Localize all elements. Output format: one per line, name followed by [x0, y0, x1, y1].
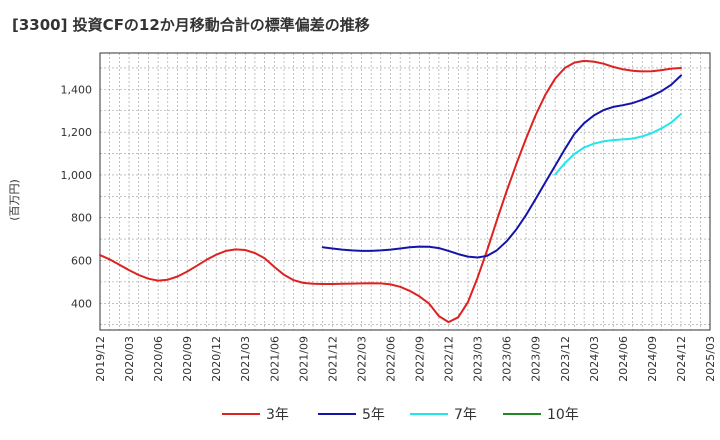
- y-tick-label: 1,200: [61, 126, 93, 139]
- series-layer: [99, 59, 682, 324]
- x-tick-label: 2021/09: [297, 336, 310, 382]
- y-axis-label: (百万円): [8, 179, 21, 221]
- y-tick-label: 800: [71, 212, 92, 225]
- x-tick-label: 2024/06: [617, 336, 630, 382]
- x-tick-label: 2022/06: [384, 336, 397, 382]
- x-tick-label: 2024/12: [675, 336, 688, 382]
- x-tick-label: 2024/09: [646, 336, 659, 382]
- x-tick-label: 2022/03: [355, 336, 368, 382]
- grid-layer: [100, 53, 710, 330]
- x-tick-label: 2023/03: [472, 336, 485, 382]
- x-tick-label: 2022/12: [443, 336, 456, 382]
- x-axis-ticks: 2019/12 2020/03 2020/06 2020/09 2020/12 2021/…: [94, 336, 717, 382]
- y-axis-ticks: 400 600 800 1,000 1,200 1,400: [61, 83, 93, 310]
- legend-label-4: 10年: [547, 407, 579, 423]
- x-tick-label: 2023/06: [501, 336, 514, 382]
- x-tick-label: 2021/06: [268, 336, 281, 382]
- legend-label-1: 3年: [266, 407, 289, 423]
- x-tick-label: 2020/06: [152, 336, 165, 382]
- x-tick-label: 2021/12: [326, 336, 339, 382]
- x-tick-label: 2021/03: [239, 336, 252, 382]
- plot-frame: [99, 52, 711, 331]
- x-tick-label: 2020/12: [210, 336, 223, 382]
- legend-label-2: 5年: [362, 407, 385, 423]
- legend-label-3: 7年: [454, 407, 477, 423]
- series-line-3: [554, 113, 682, 176]
- x-tick-label: 2020/09: [181, 336, 194, 382]
- y-tick-label: 1,000: [61, 169, 93, 182]
- y-tick-label: 600: [71, 254, 92, 267]
- x-tick-label: 2022/09: [414, 336, 427, 382]
- series-line-2: [321, 74, 682, 259]
- chart-title: [3300] 投資CFの12か月移動合計の標準偏差の推移: [12, 16, 370, 34]
- y-tick-label: 1,400: [61, 83, 93, 96]
- legend: 3年 5年 7年 10年: [222, 407, 579, 423]
- series-line-1: [99, 59, 682, 324]
- x-tick-label: 2023/12: [559, 336, 572, 382]
- x-tick-label: 2020/03: [123, 336, 136, 382]
- x-tick-label: 2023/09: [530, 336, 543, 382]
- x-tick-label: 2019/12: [94, 336, 107, 382]
- x-tick-label: 2025/03: [704, 336, 717, 382]
- y-tick-label: 400: [71, 297, 92, 310]
- x-tick-label: 2024/03: [588, 336, 601, 382]
